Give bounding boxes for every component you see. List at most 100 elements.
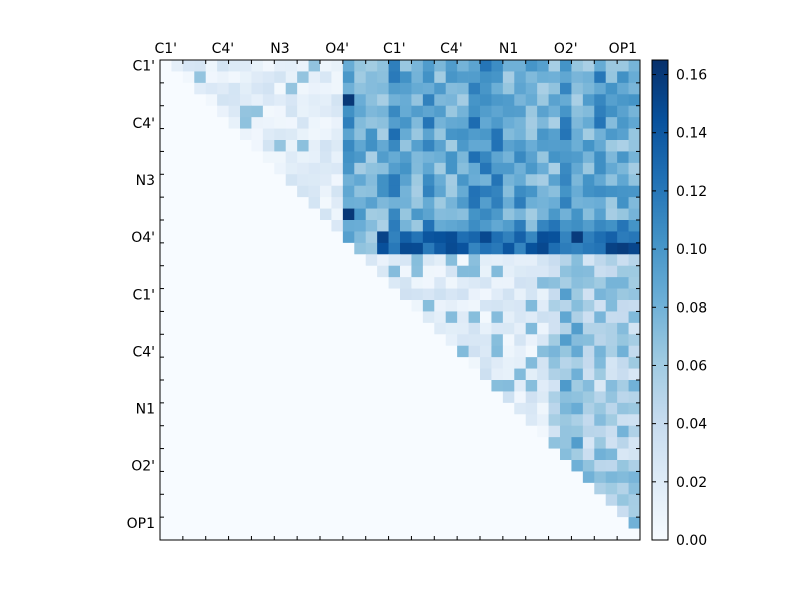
heatmap-cell (240, 345, 252, 358)
heatmap-cell (457, 71, 469, 84)
heatmap-cell (628, 82, 641, 95)
heatmap-cell (194, 437, 207, 449)
heatmap-cell (297, 82, 309, 95)
heatmap-cell (205, 334, 218, 347)
heatmap-cell (297, 471, 309, 484)
heatmap-cell (354, 460, 367, 472)
heatmap-cell (411, 128, 424, 141)
heatmap-cell (445, 128, 458, 141)
heatmap-cell (217, 345, 229, 358)
heatmap-cell (160, 220, 172, 232)
heatmap-cell (331, 380, 344, 392)
heatmap-cell (491, 391, 504, 404)
heatmap-cell (491, 505, 504, 518)
heatmap-cell (445, 437, 458, 449)
heatmap-cell (217, 460, 229, 472)
heatmap-cell (262, 391, 275, 404)
heatmap-cell (251, 448, 264, 461)
heatmap-cell (160, 528, 172, 541)
heatmap-cell (342, 60, 355, 72)
heatmap-cell (171, 425, 184, 438)
heatmap-cell (525, 151, 538, 164)
heatmap-cell (228, 162, 241, 175)
heatmap-cell (525, 71, 538, 84)
heatmap-cell (548, 345, 561, 358)
heatmap-cell (217, 437, 229, 449)
heatmap-cell (331, 140, 344, 152)
heatmap-cell (548, 174, 561, 187)
heatmap-cell (320, 345, 332, 358)
heatmap-cell (228, 391, 241, 404)
heatmap-cell (422, 368, 435, 381)
heatmap-cell (182, 242, 195, 255)
heatmap-cell (217, 517, 229, 529)
heatmap-cell (468, 174, 481, 187)
x-tick-label: C1' (383, 41, 406, 57)
heatmap-cell (160, 208, 172, 221)
heatmap-cell (297, 391, 309, 404)
heatmap-cell (320, 288, 332, 301)
heatmap-cell (514, 482, 527, 495)
heatmap-cell (537, 391, 549, 404)
heatmap-cell (491, 482, 504, 495)
heatmap-cell (354, 242, 367, 255)
heatmap-cell (228, 105, 241, 118)
heatmap-cell (468, 528, 481, 541)
heatmap-cell (434, 82, 447, 95)
heatmap-cell (308, 380, 321, 392)
heatmap-cell (594, 402, 607, 415)
heatmap-cell (628, 151, 641, 164)
heatmap-cell (514, 448, 527, 461)
heatmap-cell (194, 151, 207, 164)
heatmap-cell (240, 254, 252, 267)
heatmap-cell (377, 300, 389, 312)
heatmap-cell (388, 151, 401, 164)
heatmap-cell (480, 311, 492, 324)
heatmap-cell (571, 368, 584, 381)
heatmap-cell (480, 197, 492, 209)
heatmap-cell (422, 471, 435, 484)
heatmap-cell (320, 368, 332, 381)
heatmap-cell (582, 425, 595, 438)
heatmap-cell (160, 391, 172, 404)
heatmap-cell (194, 494, 207, 507)
heatmap-cell (354, 197, 367, 209)
heatmap-cell (342, 517, 355, 529)
heatmap-cell (331, 60, 344, 72)
heatmap-cell (594, 117, 607, 129)
heatmap-cell (560, 517, 572, 529)
heatmap-cell (445, 185, 458, 198)
heatmap-cell (468, 460, 481, 472)
heatmap-cell (560, 117, 572, 129)
heatmap-cell (605, 82, 618, 95)
heatmap-cell (205, 197, 218, 209)
heatmap-cell (285, 162, 298, 175)
heatmap-cell (525, 128, 538, 141)
heatmap-cell (560, 357, 572, 369)
heatmap-cell (194, 162, 207, 175)
heatmap-cell (480, 460, 492, 472)
heatmap-cell (434, 357, 447, 369)
heatmap-cell (502, 208, 515, 221)
heatmap-cell (480, 414, 492, 427)
heatmap-cell (388, 471, 401, 484)
heatmap-cell (182, 105, 195, 118)
heatmap-cell (297, 517, 309, 529)
heatmap-cell (182, 128, 195, 141)
heatmap-cell (525, 437, 538, 449)
heatmap-cell (434, 151, 447, 164)
heatmap-cell (262, 357, 275, 369)
heatmap-cell (582, 220, 595, 232)
heatmap-cell (342, 322, 355, 335)
heatmap-cell (411, 425, 424, 438)
heatmap-cell (342, 288, 355, 301)
heatmap-cell (217, 482, 229, 495)
heatmap-cell (194, 505, 207, 518)
heatmap-cell (262, 174, 275, 187)
heatmap-cell (182, 471, 195, 484)
heatmap-cell (582, 174, 595, 187)
heatmap-cell (434, 174, 447, 187)
heatmap-cell (297, 117, 309, 129)
heatmap-cell (388, 140, 401, 152)
